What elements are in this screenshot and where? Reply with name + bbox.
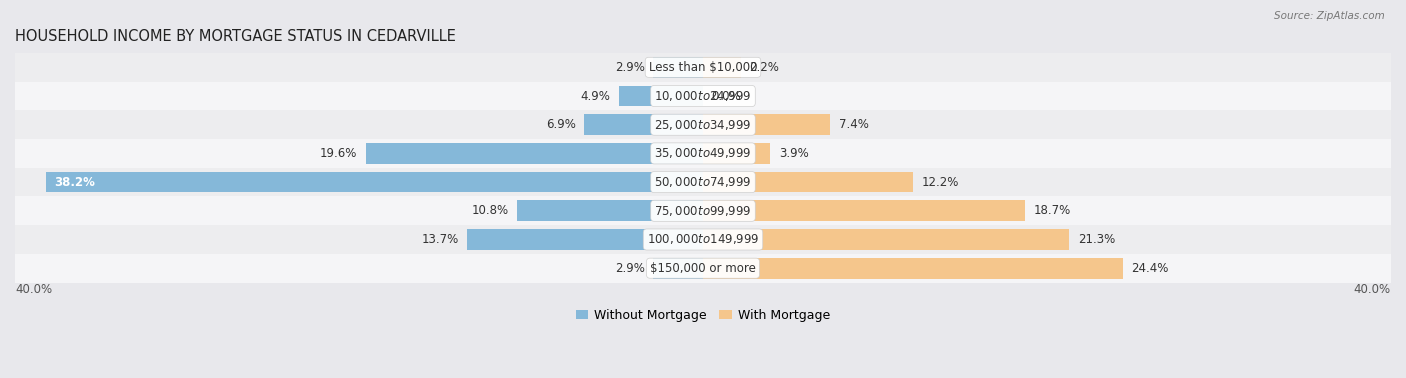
Text: 24.4%: 24.4% bbox=[1132, 262, 1168, 275]
Bar bbox=[703, 115, 831, 135]
Text: 0.0%: 0.0% bbox=[711, 90, 741, 102]
Text: $35,000 to $49,999: $35,000 to $49,999 bbox=[654, 146, 752, 160]
Text: $25,000 to $34,999: $25,000 to $34,999 bbox=[654, 118, 752, 132]
Text: $100,000 to $149,999: $100,000 to $149,999 bbox=[647, 232, 759, 246]
Text: 21.3%: 21.3% bbox=[1078, 233, 1115, 246]
Bar bbox=[15, 110, 1391, 139]
Bar bbox=[15, 254, 1391, 282]
Bar bbox=[15, 197, 1391, 225]
Text: 3.9%: 3.9% bbox=[779, 147, 808, 160]
Text: $50,000 to $74,999: $50,000 to $74,999 bbox=[654, 175, 752, 189]
Bar bbox=[703, 172, 912, 192]
Text: 4.9%: 4.9% bbox=[581, 90, 610, 102]
Text: 13.7%: 13.7% bbox=[422, 233, 458, 246]
Bar bbox=[517, 200, 703, 221]
Text: 2.9%: 2.9% bbox=[614, 262, 644, 275]
Bar bbox=[654, 57, 703, 77]
Text: 10.8%: 10.8% bbox=[471, 204, 509, 217]
Text: 38.2%: 38.2% bbox=[55, 176, 96, 189]
Bar bbox=[15, 82, 1391, 110]
Text: 2.2%: 2.2% bbox=[749, 61, 779, 74]
Bar bbox=[654, 258, 703, 279]
Bar bbox=[585, 115, 703, 135]
Bar bbox=[15, 168, 1391, 197]
Text: HOUSEHOLD INCOME BY MORTGAGE STATUS IN CEDARVILLE: HOUSEHOLD INCOME BY MORTGAGE STATUS IN C… bbox=[15, 29, 456, 44]
Text: $10,000 to $24,999: $10,000 to $24,999 bbox=[654, 89, 752, 103]
Text: 12.2%: 12.2% bbox=[921, 176, 959, 189]
Bar bbox=[15, 139, 1391, 168]
Bar bbox=[703, 229, 1070, 250]
Bar bbox=[703, 143, 770, 164]
Bar bbox=[467, 229, 703, 250]
Bar bbox=[703, 200, 1025, 221]
Text: $150,000 or more: $150,000 or more bbox=[650, 262, 756, 275]
Bar bbox=[619, 86, 703, 106]
Text: 40.0%: 40.0% bbox=[1354, 282, 1391, 296]
Text: 7.4%: 7.4% bbox=[839, 118, 869, 131]
Text: 2.9%: 2.9% bbox=[614, 61, 644, 74]
Bar bbox=[703, 57, 741, 77]
Text: 40.0%: 40.0% bbox=[15, 282, 52, 296]
Text: 6.9%: 6.9% bbox=[546, 118, 575, 131]
Bar bbox=[15, 225, 1391, 254]
Bar bbox=[366, 143, 703, 164]
Text: 18.7%: 18.7% bbox=[1033, 204, 1070, 217]
Text: 19.6%: 19.6% bbox=[321, 147, 357, 160]
Text: Source: ZipAtlas.com: Source: ZipAtlas.com bbox=[1274, 11, 1385, 21]
Text: Less than $10,000: Less than $10,000 bbox=[648, 61, 758, 74]
Legend: Without Mortgage, With Mortgage: Without Mortgage, With Mortgage bbox=[571, 304, 835, 327]
Text: $75,000 to $99,999: $75,000 to $99,999 bbox=[654, 204, 752, 218]
Bar bbox=[703, 258, 1122, 279]
Bar bbox=[15, 53, 1391, 82]
Bar bbox=[46, 172, 703, 192]
